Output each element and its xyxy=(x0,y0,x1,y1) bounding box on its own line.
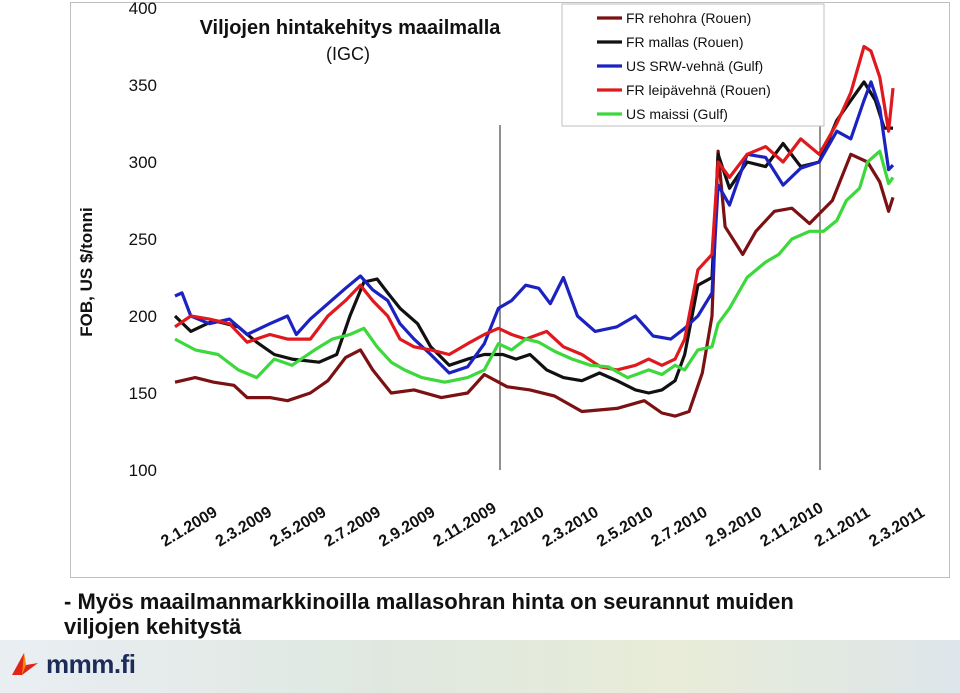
series-line xyxy=(174,44,895,372)
legend-label: FR rehohra (Rouen) xyxy=(626,10,751,26)
series-line xyxy=(173,80,893,395)
x-tick-label: 2.3.2011 xyxy=(866,504,927,550)
legend-label: FR mallas (Rouen) xyxy=(626,34,743,50)
legend: FR rehohra (Rouen) FR mallas (Rouen) US SR… xyxy=(561,3,825,127)
series-line xyxy=(174,149,895,384)
x-tick-label: 2.3.2010 xyxy=(540,504,602,551)
x-tick-label: 2.9.2010 xyxy=(703,504,765,551)
logo[interactable]: mmm.fi xyxy=(10,648,136,680)
series-line xyxy=(174,80,895,375)
x-tick-label: 2.1.2009 xyxy=(158,504,220,551)
x-axis: 2.1.20092.3.20092.5.20092.7.20092.9.2009… xyxy=(158,500,927,551)
price-chart: FOB, US $/tonni Viljojen hintakehitys ma… xyxy=(77,0,928,551)
y-tick-label: 100 xyxy=(129,461,157,480)
caption-line-2: viljojen kehitystä xyxy=(64,614,242,639)
legend-label: FR leipävehnä (Rouen) xyxy=(626,82,771,98)
y-tick-label: 150 xyxy=(129,384,157,403)
y-tick-label: 350 xyxy=(129,76,157,95)
logo-text: mmm.fi xyxy=(46,648,136,679)
year-markers xyxy=(499,125,821,470)
caption-line-1: - Myös maailmanmarkkinoilla mallasohran … xyxy=(64,589,794,614)
x-tick-label: 2.3.2009 xyxy=(213,504,275,551)
x-tick-label: 2.5.2010 xyxy=(594,504,656,551)
chart-title: Viljojen hintakehitys maailmalla xyxy=(200,17,502,39)
y-tick-label: 400 xyxy=(129,0,157,18)
x-tick-label: 2.9.2009 xyxy=(376,504,438,551)
footer-banner xyxy=(0,640,960,693)
ministry-leaf-icon xyxy=(12,653,38,675)
y-tick-label: 250 xyxy=(129,230,157,249)
y-axis-label: FOB, US $/tonni xyxy=(77,207,96,336)
chart-subtitle: (IGC) xyxy=(326,44,370,64)
x-tick-label: 2.7.2009 xyxy=(322,504,384,551)
legend-label: US maissi (Gulf) xyxy=(626,106,728,122)
y-tick-label: 300 xyxy=(129,153,157,172)
y-tick-label: 200 xyxy=(129,307,157,326)
series-line xyxy=(174,149,895,418)
x-tick-label: 2.5.2009 xyxy=(267,504,329,551)
legend-label: US SRW-vehnä (Gulf) xyxy=(626,58,763,74)
x-tick-label: 2.7.2010 xyxy=(648,504,710,551)
series-lines xyxy=(173,44,895,418)
y-axis: 100 150 200 250 300 350 400 xyxy=(129,0,157,480)
caption: - Myös maailmanmarkkinoilla mallasohran … xyxy=(64,589,824,639)
